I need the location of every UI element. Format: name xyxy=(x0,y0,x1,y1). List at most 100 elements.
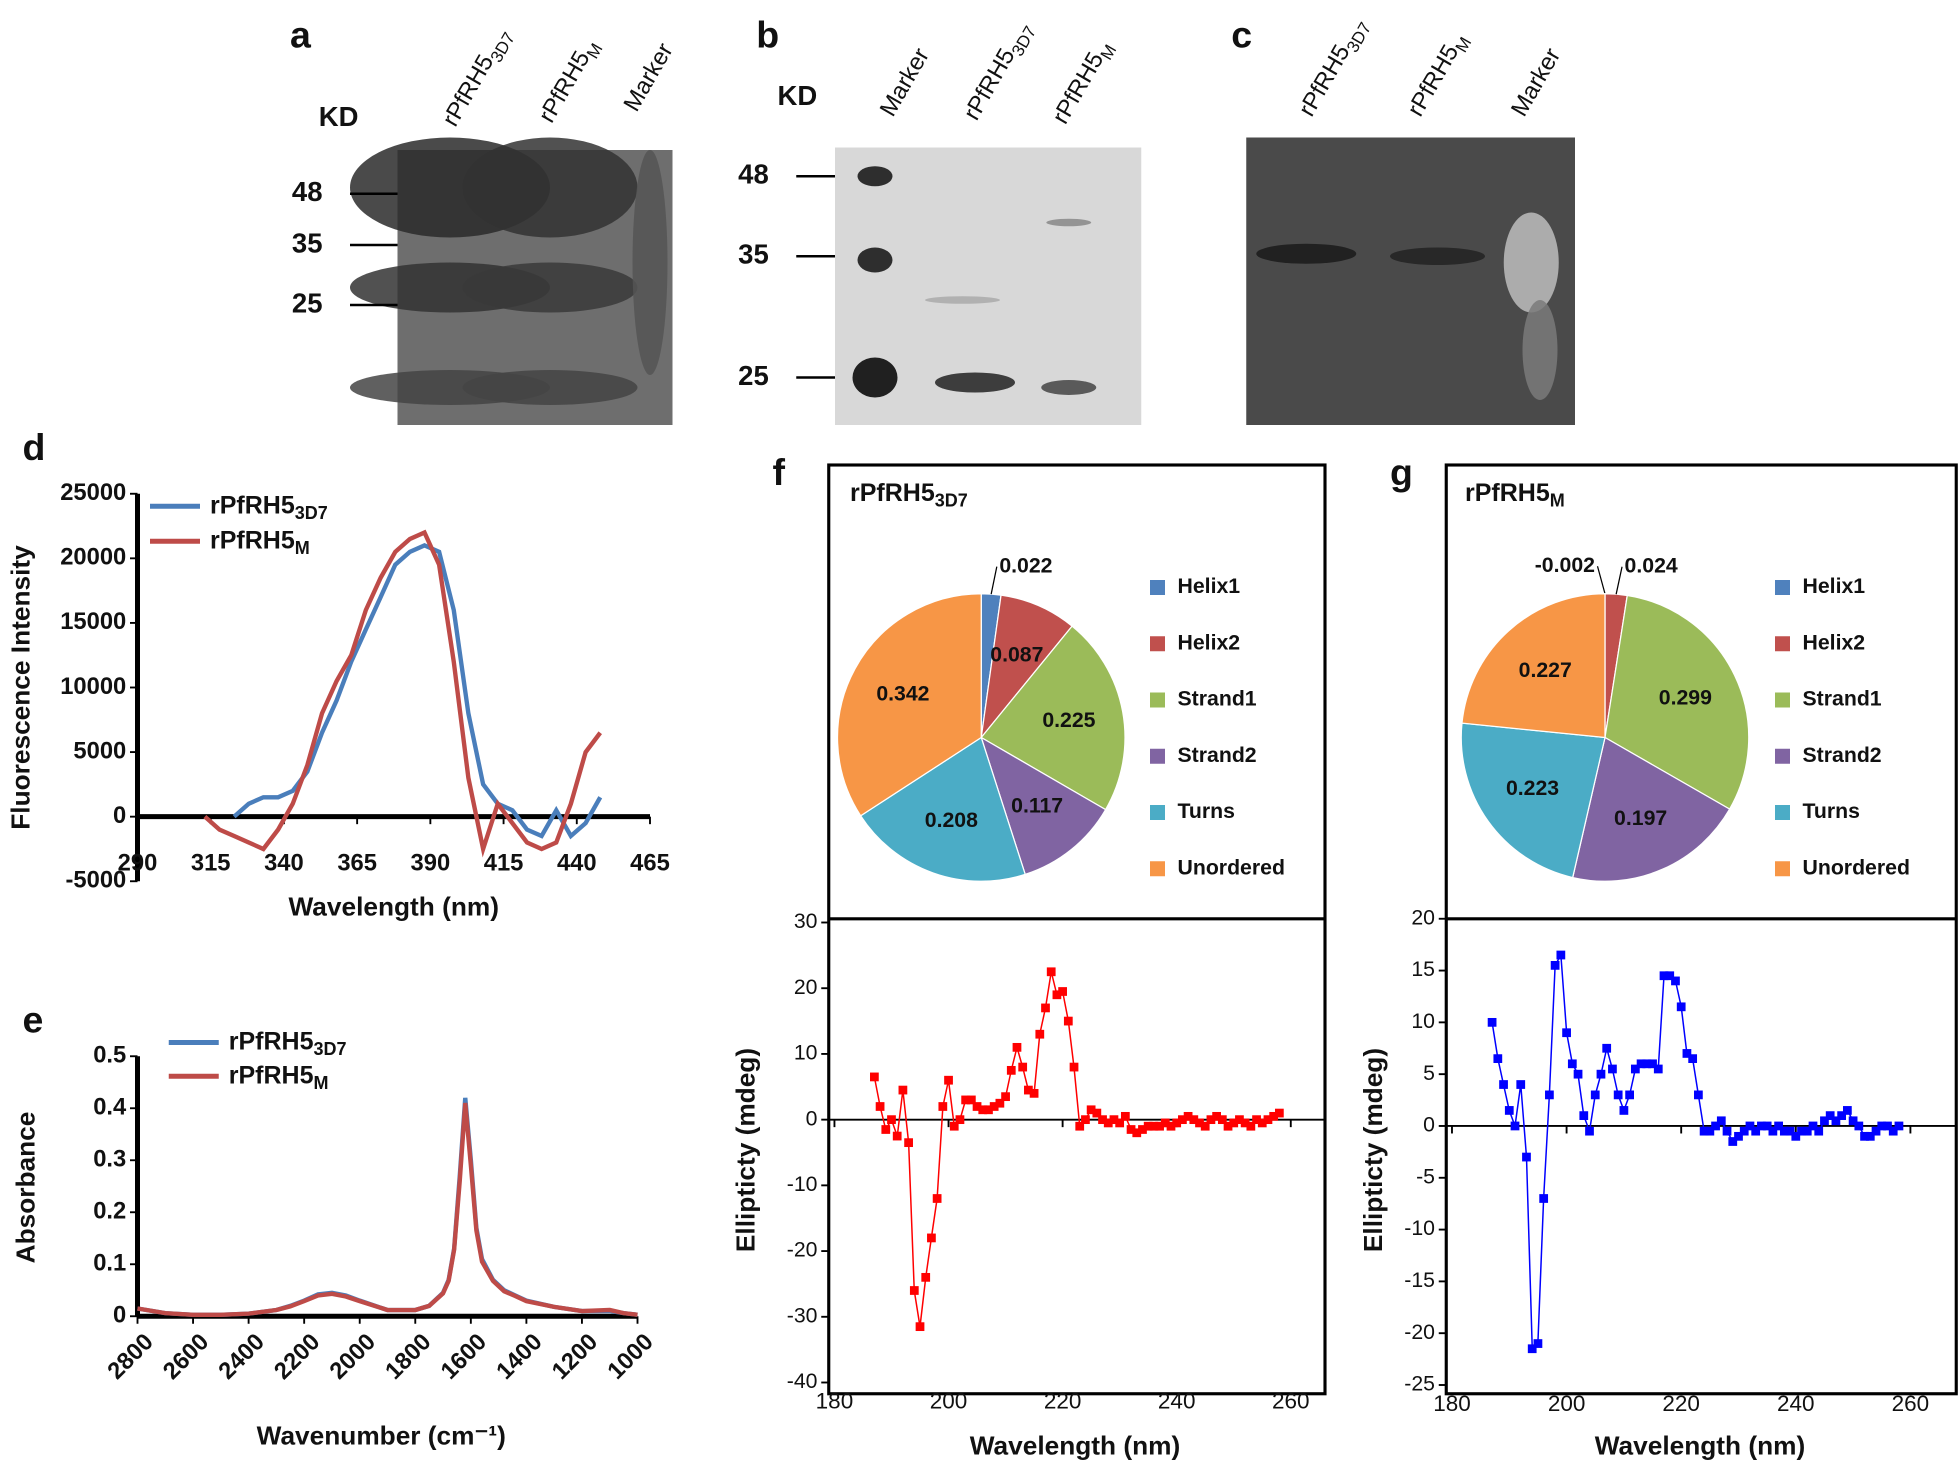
panel-f-frame xyxy=(827,463,1327,1396)
y-tick-label: 0 xyxy=(1423,1113,1435,1137)
lane-label-sub: 3D7 xyxy=(1343,19,1375,56)
data-point xyxy=(1098,1115,1107,1125)
x-tick-label: 1200 xyxy=(547,1328,603,1384)
data-point xyxy=(1671,976,1680,986)
legend-label: Turns xyxy=(1803,799,1860,823)
data-point xyxy=(1493,1054,1503,1063)
x-tick-label: 260 xyxy=(1892,1391,1930,1416)
lane-label: rPfRH53D7 xyxy=(437,23,518,133)
data-point xyxy=(1688,1054,1698,1063)
x-tick-label: 2000 xyxy=(324,1328,380,1384)
data-point xyxy=(1888,1126,1898,1136)
x-tick-label: 1800 xyxy=(380,1328,436,1384)
pie-value-label: 0.197 xyxy=(1614,806,1667,830)
legend-swatch xyxy=(1775,580,1790,595)
y-tick-label: 0 xyxy=(113,1302,126,1329)
data-point xyxy=(1274,1108,1284,1118)
pie-slice xyxy=(1604,594,1750,810)
data-point xyxy=(1063,1016,1073,1026)
data-point xyxy=(938,1102,948,1111)
x-tick-label: 260 xyxy=(1272,1388,1310,1413)
legend-label-base: rPfRH5 xyxy=(229,1027,314,1055)
legend-swatch xyxy=(1150,636,1165,652)
data-point xyxy=(1860,1131,1869,1141)
data-point xyxy=(1510,1121,1520,1131)
x-tick-label: 415 xyxy=(484,849,524,876)
y-tick-label: -10 xyxy=(1404,1216,1435,1240)
data-point xyxy=(1608,1064,1617,1074)
legend-label: rPfRH53D7 xyxy=(210,491,328,523)
data-point xyxy=(1504,1106,1514,1115)
data-point xyxy=(909,1286,919,1295)
data-point xyxy=(1699,1126,1709,1136)
gel-band xyxy=(935,372,1015,393)
y-tick-label: -15 xyxy=(1404,1268,1435,1292)
legend-label-sub: 3D7 xyxy=(295,503,328,523)
data-point xyxy=(989,1102,999,1111)
pie-value-label: 0.087 xyxy=(990,642,1043,666)
data-point xyxy=(875,1102,885,1111)
y-tick-label: 20 xyxy=(1411,905,1435,929)
panel-letter: a xyxy=(290,13,312,55)
y-tick-label: -20 xyxy=(1404,1320,1435,1344)
pie-title-sub: 3D7 xyxy=(935,490,968,510)
gel-band xyxy=(462,137,638,238)
y-tick-label: 15 xyxy=(1411,957,1435,981)
data-point xyxy=(1092,1108,1102,1118)
data-point xyxy=(1058,987,1067,996)
lane-label: rPfRH53D7 xyxy=(959,17,1040,127)
data-point xyxy=(1619,1106,1629,1115)
y-tick-label: 25000 xyxy=(60,479,126,506)
y-tick-label: 0.2 xyxy=(93,1198,126,1225)
data-point xyxy=(1728,1137,1738,1146)
legend-label: Unordered xyxy=(1803,855,1910,879)
data-point xyxy=(1533,1339,1543,1348)
gel-marker-label: 48 xyxy=(292,176,323,207)
y-tick-label: 30 xyxy=(794,909,818,933)
data-point xyxy=(1499,1080,1508,1089)
x-tick-label: 2800 xyxy=(102,1328,158,1384)
data-point xyxy=(921,1272,931,1282)
data-point xyxy=(1682,1049,1692,1058)
data-point xyxy=(1556,950,1566,960)
data-point xyxy=(1825,1111,1835,1120)
data-point xyxy=(1172,1118,1182,1128)
data-point xyxy=(1745,1121,1755,1131)
pie-value-label: 0.208 xyxy=(925,808,978,832)
data-point xyxy=(915,1322,925,1332)
data-point xyxy=(1024,1085,1033,1095)
data-point xyxy=(1768,1126,1778,1136)
lane-label: rPfRH53D7 xyxy=(1294,13,1375,123)
series-line xyxy=(232,542,603,840)
pie-slice xyxy=(980,625,1126,811)
data-point xyxy=(1602,1043,1612,1053)
gel-band xyxy=(1041,380,1097,395)
gel-unit: KD xyxy=(778,80,818,111)
data-point xyxy=(1206,1115,1216,1125)
pie-value-label: 0.117 xyxy=(1011,794,1063,818)
legend-swatch xyxy=(1775,805,1790,820)
pie-title: rPfRH53D7 xyxy=(850,478,968,510)
data-point xyxy=(1751,1126,1761,1136)
pie-leader xyxy=(1615,566,1623,595)
gel-marker-label: 48 xyxy=(738,159,769,190)
x-tick-label: 315 xyxy=(191,849,231,876)
y-axis-label: Ellipticty (mdeg) xyxy=(730,1048,760,1252)
data-point xyxy=(1069,1062,1079,1072)
data-point xyxy=(887,1115,896,1125)
lane-label-base: rPfRH5 xyxy=(1047,48,1109,129)
data-point xyxy=(1178,1115,1187,1125)
data-point xyxy=(1797,1126,1806,1136)
x-tick-label: 180 xyxy=(1433,1391,1471,1416)
data-point xyxy=(1659,971,1669,981)
gel-band xyxy=(852,357,898,398)
data-point xyxy=(1716,1116,1726,1126)
legend-label: Helix2 xyxy=(1178,630,1241,654)
data-point xyxy=(1831,1116,1841,1126)
data-point xyxy=(1694,1090,1703,1100)
data-point xyxy=(1837,1111,1847,1120)
x-axis-label: Wavenumber (cm⁻¹) xyxy=(257,1420,506,1450)
data-point xyxy=(1814,1126,1824,1136)
data-point xyxy=(1842,1106,1852,1115)
y-axis-label: Ellipticty (mdeg) xyxy=(1358,1048,1388,1252)
